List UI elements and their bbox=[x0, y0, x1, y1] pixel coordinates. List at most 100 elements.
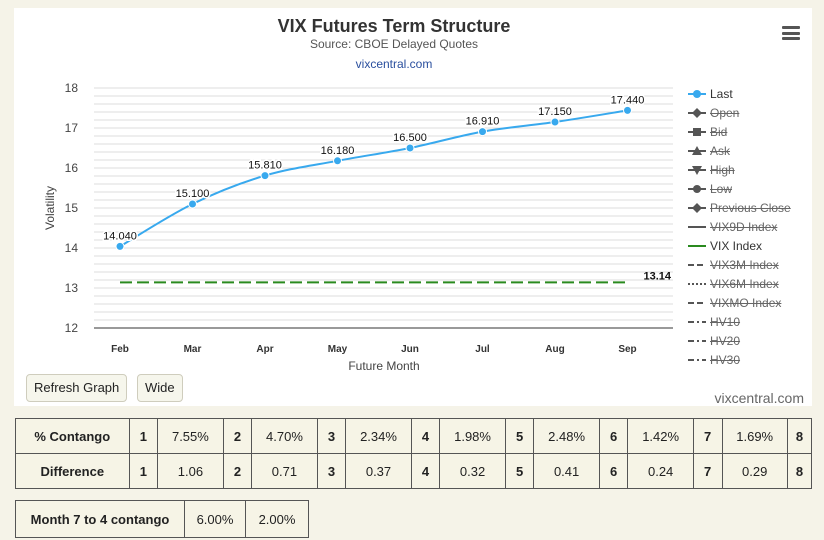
last-data-point bbox=[550, 117, 560, 127]
legend-item-hv30[interactable]: HV30 bbox=[686, 352, 816, 370]
last-data-label: 17.150 bbox=[538, 106, 572, 118]
contango-value-cell: 4.70% bbox=[251, 418, 318, 454]
y-axis-title: Volatility bbox=[43, 186, 57, 230]
legend-symbol-icon bbox=[688, 90, 706, 98]
contango-table: % Contango 1 7.55% 2 4.70% 3 2.34% 4 1.98% 5 2.48%… bbox=[15, 418, 813, 489]
vix-term-structure-chart: 12 13 14 15 16 17 18 Feb Mar Apr May Jun Jul Aug Sep Fu… bbox=[43, 81, 673, 373]
legend-item-open[interactable]: Open bbox=[686, 105, 816, 123]
legend-item-high[interactable]: High bbox=[686, 162, 816, 180]
legend-symbol-icon bbox=[688, 226, 706, 228]
difference-value-cell: 0.32 bbox=[439, 453, 506, 489]
legend-item-vix6m-index[interactable]: VIX6M Index bbox=[686, 276, 816, 294]
difference-value-cell: 0.29 bbox=[721, 453, 788, 489]
legend-label: HV20 bbox=[710, 334, 741, 348]
refresh-graph-button[interactable]: Refresh Graph bbox=[26, 374, 128, 402]
difference-value-cell: 1.06 bbox=[157, 453, 224, 489]
last-data-label: 16.180 bbox=[321, 145, 355, 157]
legend-symbol-icon bbox=[688, 203, 706, 213]
month-index-cell: 5 bbox=[504, 453, 535, 489]
legend-symbol-icon bbox=[688, 108, 706, 118]
legend-item-bid[interactable]: Bid bbox=[686, 124, 816, 142]
month-index-cell: 2 bbox=[222, 418, 253, 454]
chart-panel: VIX Futures Term Structure Source: CBOE … bbox=[14, 8, 812, 406]
credit-text: vixcentral.com bbox=[714, 390, 804, 406]
legend-item-vix-index[interactable]: VIX Index bbox=[686, 238, 816, 256]
month-7-to-4-table: Month 7 to 4 contango 6.00% 2.00% bbox=[15, 500, 309, 538]
site-link[interactable]: vixcentral.com bbox=[355, 57, 433, 71]
legend-symbol-icon bbox=[688, 128, 706, 136]
month-7-to-4-row: Month 7 to 4 contango 6.00% 2.00% bbox=[15, 500, 309, 538]
month-index-cell: 8 bbox=[786, 453, 813, 489]
month-index-cell: 3 bbox=[316, 418, 347, 454]
legend-item-last[interactable]: Last bbox=[686, 86, 816, 104]
difference-value-cell: 0.24 bbox=[627, 453, 694, 489]
legend-item-vix9d-index[interactable]: VIX9D Index bbox=[686, 219, 816, 237]
contango-value-cell: 2.48% bbox=[533, 418, 600, 454]
chart-subtitle: Source: CBOE Delayed Quotes bbox=[309, 37, 479, 51]
last-data-point bbox=[115, 241, 125, 251]
month-index-cell: 4 bbox=[410, 418, 441, 454]
y-tick-label: 12 bbox=[65, 321, 79, 335]
month-7-to-4-value: 6.00% bbox=[184, 500, 246, 538]
wide-button[interactable]: Wide bbox=[137, 374, 183, 402]
legend-symbol-icon bbox=[688, 359, 706, 361]
legend-label: VIX3M Index bbox=[710, 258, 779, 272]
legend-item-low[interactable]: Low bbox=[686, 181, 816, 199]
month-7-to-4-label: Month 7 to 4 contango bbox=[15, 500, 185, 538]
last-data-label: 14.040 bbox=[103, 230, 137, 242]
legend-label: Ask bbox=[710, 144, 731, 158]
legend-item-hv20[interactable]: HV20 bbox=[686, 333, 816, 351]
x-tick-label: Jun bbox=[401, 344, 419, 355]
x-tick-label: May bbox=[328, 344, 348, 355]
month-7-to-4-value: 2.00% bbox=[245, 500, 309, 538]
y-tick-label: 18 bbox=[65, 81, 79, 95]
legend-label: VIX Index bbox=[710, 239, 763, 253]
x-tick-label: Sep bbox=[618, 344, 636, 355]
x-axis-title: Future Month bbox=[348, 359, 419, 373]
legend-label: Last bbox=[710, 87, 733, 101]
x-tick-label: Apr bbox=[256, 344, 273, 355]
hamburger-menu-icon[interactable] bbox=[782, 26, 800, 40]
last-data-label: 16.910 bbox=[466, 116, 500, 128]
legend-label: HV30 bbox=[710, 353, 741, 367]
month-index-cell: 1 bbox=[128, 418, 159, 454]
last-data-point bbox=[188, 199, 197, 209]
last-data-point bbox=[333, 156, 342, 166]
legend-label: Bid bbox=[710, 125, 728, 139]
contango-value-cell: 1.42% bbox=[627, 418, 694, 454]
legend-label: High bbox=[710, 163, 735, 177]
month-index-cell: 8 bbox=[786, 418, 813, 454]
y-tick-label: 17 bbox=[65, 121, 79, 135]
legend-item-vix3m-index[interactable]: VIX3M Index bbox=[686, 257, 816, 275]
legend-symbol-icon bbox=[688, 146, 706, 155]
contango-row: % Contango 1 7.55% 2 4.70% 3 2.34% 4 1.98% 5 2.48%… bbox=[15, 418, 813, 454]
last-data-label: 15.100 bbox=[176, 188, 210, 200]
x-tick-label: Feb bbox=[111, 344, 129, 355]
last-data-point bbox=[260, 171, 270, 181]
last-series-line bbox=[119, 109, 628, 248]
month-index-cell: 4 bbox=[410, 453, 441, 489]
legend-item-previous-close[interactable]: Previous Close bbox=[686, 200, 816, 218]
month-index-cell: 2 bbox=[222, 453, 253, 489]
legend-symbol-icon bbox=[688, 302, 706, 304]
contango-label: % Contango bbox=[15, 418, 130, 454]
chart-title: VIX Futures Term Structure bbox=[277, 16, 511, 36]
y-tick-label: 14 bbox=[65, 241, 79, 255]
legend-label: Open bbox=[710, 106, 740, 120]
legend-label: Low bbox=[710, 182, 733, 196]
last-data-label: 15.810 bbox=[248, 160, 282, 172]
legend-label: Previous Close bbox=[710, 201, 791, 215]
x-tick-label: Mar bbox=[184, 344, 202, 355]
legend-item-hv10[interactable]: HV10 bbox=[686, 314, 816, 332]
legend-item-vixmo-index[interactable]: VIXMO Index bbox=[686, 295, 816, 313]
difference-value-cell: 0.37 bbox=[345, 453, 412, 489]
legend-label: HV10 bbox=[710, 315, 741, 329]
legend-item-ask[interactable]: Ask bbox=[686, 143, 816, 161]
y-tick-label: 15 bbox=[65, 201, 79, 215]
month-index-cell: 6 bbox=[598, 453, 629, 489]
month-index-cell: 5 bbox=[504, 418, 535, 454]
month-index-cell: 7 bbox=[692, 418, 723, 454]
month-index-cell: 6 bbox=[598, 418, 629, 454]
contango-value-cell: 1.98% bbox=[439, 418, 506, 454]
last-data-point bbox=[623, 105, 632, 115]
